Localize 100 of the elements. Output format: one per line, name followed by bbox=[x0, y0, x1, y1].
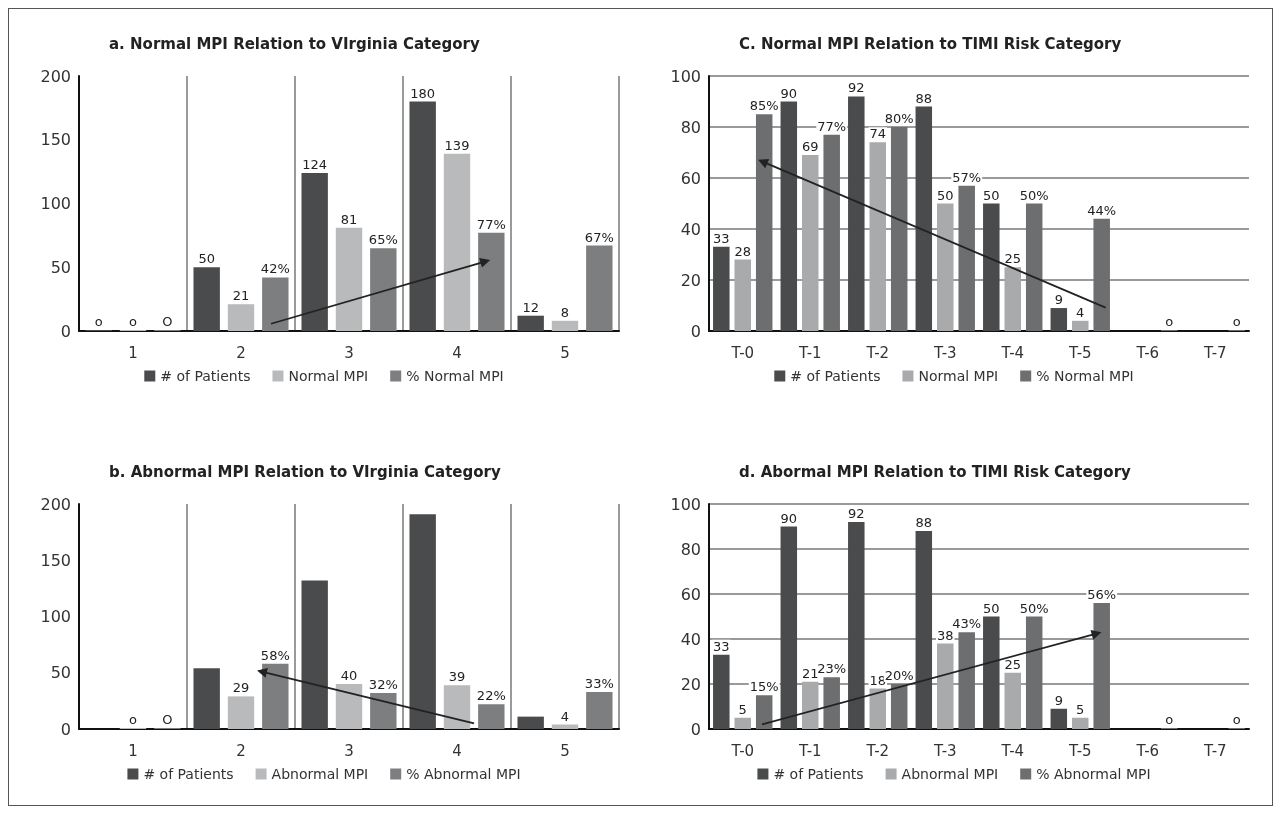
legend-label: Abnormal MPI bbox=[271, 766, 369, 782]
bar bbox=[1093, 218, 1110, 331]
x-tick-label: 5 bbox=[560, 741, 570, 760]
x-tick-label: T-2 bbox=[865, 741, 890, 760]
x-tick-label: 4 bbox=[452, 741, 462, 760]
y-tick-label: 100 bbox=[670, 66, 701, 86]
data-label: 39 bbox=[448, 669, 466, 685]
data-label: 40 bbox=[340, 668, 358, 683]
data-label: 50 bbox=[983, 600, 1000, 616]
data-label: 9 bbox=[1054, 692, 1063, 708]
legend-label: Abnormal MPI bbox=[901, 766, 999, 782]
x-tick-label: T-1 bbox=[797, 343, 822, 362]
legend-label: # of Patients bbox=[160, 368, 251, 384]
bar bbox=[517, 716, 544, 729]
y-tick-label: 50 bbox=[50, 257, 71, 277]
bar bbox=[1072, 320, 1089, 331]
data-label: 58% bbox=[260, 647, 290, 663]
y-tick-label: 0 bbox=[690, 719, 701, 739]
y-tick-label: 60 bbox=[680, 168, 701, 188]
bar bbox=[443, 685, 471, 729]
x-tick-label: 1 bbox=[128, 741, 138, 760]
bar bbox=[869, 142, 886, 331]
y-tick-label: 100 bbox=[40, 194, 71, 213]
x-tick-label: T-3 bbox=[932, 741, 957, 760]
bar bbox=[193, 668, 220, 729]
data-label: 56% bbox=[1087, 587, 1117, 602]
bar bbox=[586, 245, 613, 331]
data-label: 90 bbox=[780, 510, 798, 526]
legend-label: % Normal MPI bbox=[1036, 368, 1134, 384]
bar bbox=[780, 526, 798, 729]
bar bbox=[1050, 308, 1068, 331]
x-tick-label: T-2 bbox=[865, 343, 890, 362]
data-label: 44% bbox=[1087, 202, 1117, 218]
bar bbox=[1004, 672, 1021, 729]
x-tick-label: 2 bbox=[236, 343, 246, 362]
x-tick-label: 2 bbox=[236, 741, 246, 760]
y-tick-label: 150 bbox=[40, 130, 71, 150]
data-label: 21 bbox=[232, 288, 250, 304]
bar bbox=[227, 696, 255, 729]
data-label: 25 bbox=[1004, 251, 1022, 267]
data-label: 77% bbox=[817, 118, 847, 134]
bar bbox=[193, 267, 220, 331]
x-tick-label: 1 bbox=[128, 343, 138, 362]
data-label: 4 bbox=[560, 708, 570, 724]
chart-title: d. Abormal MPI Relation to TIMI Risk Category bbox=[739, 462, 1132, 481]
bar bbox=[586, 691, 613, 729]
data-label: 92 bbox=[848, 80, 865, 96]
bar bbox=[848, 522, 865, 729]
data-label: 50 bbox=[983, 187, 1000, 203]
data-label: o bbox=[1165, 712, 1174, 727]
legend-label: % Abnormal MPI bbox=[406, 766, 521, 782]
chart-title: a. Normal MPI Relation to VIrginia Category bbox=[109, 34, 480, 53]
x-tick-label: T-4 bbox=[1000, 343, 1025, 362]
bar bbox=[713, 654, 730, 729]
bar bbox=[335, 227, 363, 331]
data-label: 85% bbox=[749, 98, 779, 114]
data-label: 50 bbox=[198, 251, 215, 267]
data-label: 33 bbox=[713, 230, 730, 246]
bar bbox=[734, 717, 751, 729]
bar bbox=[370, 248, 397, 331]
y-tick-label: 200 bbox=[40, 494, 71, 514]
legend-label: # of Patients bbox=[143, 766, 234, 782]
bar bbox=[478, 704, 505, 729]
data-label: 28 bbox=[734, 243, 752, 259]
data-label: 43% bbox=[952, 616, 982, 632]
chart-title: C. Normal MPI Relation to TIMI Risk Category bbox=[739, 34, 1122, 53]
data-label: o bbox=[1232, 712, 1241, 727]
bar bbox=[915, 106, 933, 331]
bar bbox=[517, 315, 544, 331]
y-tick-label: 40 bbox=[680, 629, 701, 649]
data-label: 65% bbox=[368, 232, 398, 248]
bar bbox=[983, 203, 1000, 331]
data-label: 38 bbox=[936, 627, 954, 643]
y-tick-label: 60 bbox=[680, 584, 701, 604]
data-label: 8 bbox=[560, 304, 570, 320]
bar bbox=[335, 684, 363, 729]
x-tick-label: T-5 bbox=[1067, 741, 1092, 760]
legend-label: # of Patients bbox=[790, 368, 881, 384]
x-tick-label: T-7 bbox=[1202, 741, 1227, 760]
bar bbox=[890, 684, 908, 729]
data-label: 69 bbox=[801, 139, 819, 155]
data-label: 74 bbox=[869, 126, 887, 142]
y-tick-label: 0 bbox=[690, 321, 701, 341]
bar bbox=[802, 681, 819, 729]
data-label: 50% bbox=[1019, 600, 1049, 616]
legend-label: % Abnormal MPI bbox=[1036, 766, 1151, 782]
data-label: o bbox=[1232, 314, 1241, 329]
data-label: 25 bbox=[1004, 656, 1022, 672]
legend-label: Normal MPI bbox=[918, 368, 999, 384]
data-label: o bbox=[94, 314, 103, 329]
chart-title: b. Abnormal MPI Relation to VIrginia Category bbox=[109, 462, 501, 481]
bar bbox=[301, 172, 328, 331]
bar bbox=[937, 643, 954, 729]
data-label: 23% bbox=[817, 661, 847, 677]
x-tick-label: T-4 bbox=[1000, 741, 1025, 760]
bar bbox=[443, 153, 471, 331]
y-tick-label: 100 bbox=[40, 607, 71, 626]
data-label: o bbox=[129, 314, 138, 329]
data-label: 5 bbox=[738, 701, 747, 717]
data-label: 50 bbox=[936, 187, 954, 203]
